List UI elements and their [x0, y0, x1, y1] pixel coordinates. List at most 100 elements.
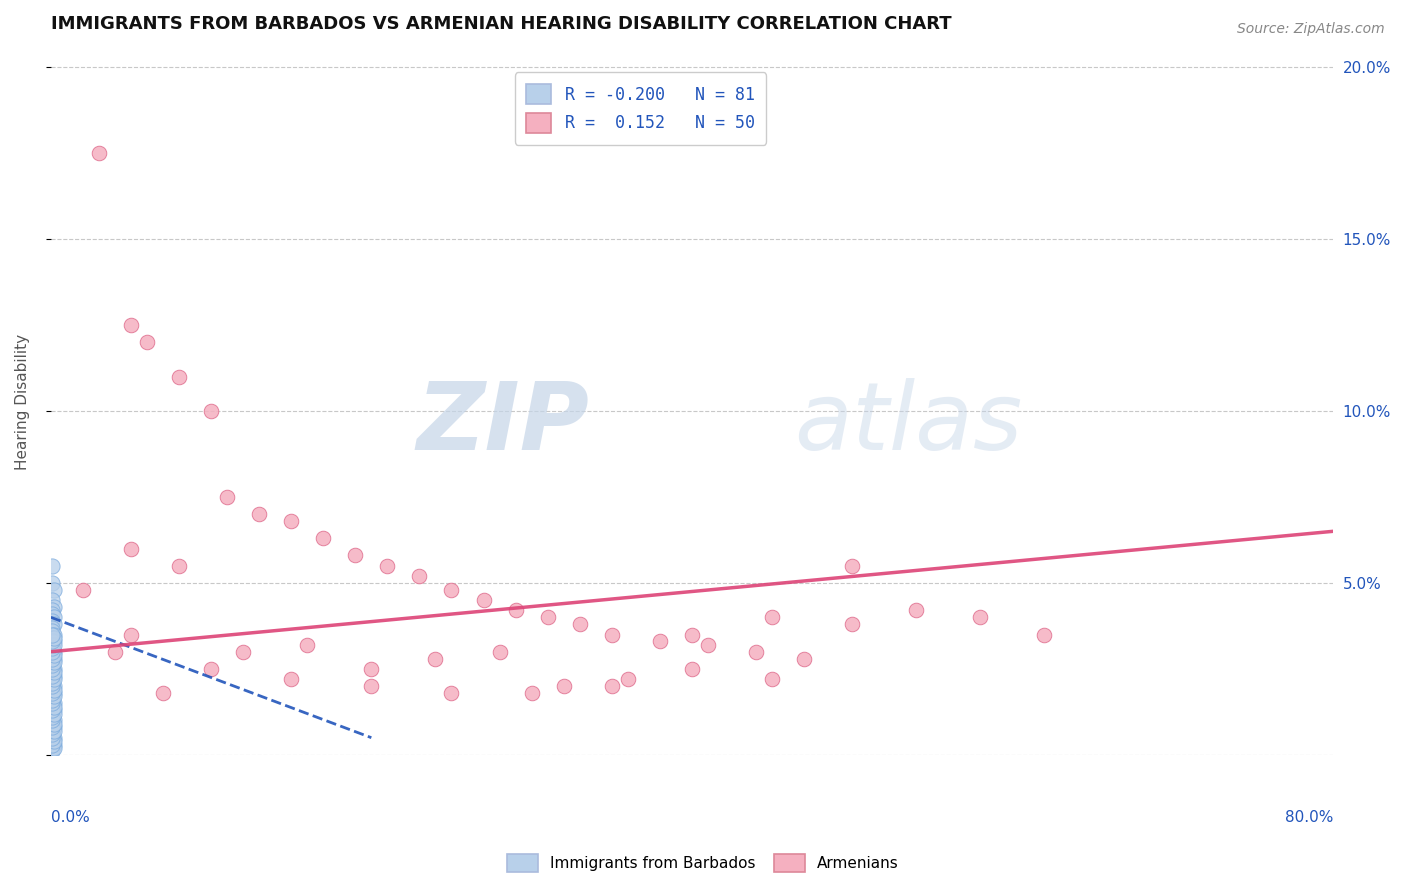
Point: [42, 631, 65, 645]
Point: [72, 582, 94, 597]
Point: [41, 710, 63, 724]
Text: ZIP: ZIP: [416, 377, 589, 469]
Point: [41, 603, 63, 617]
Point: [520, 686, 543, 700]
Point: [969, 610, 991, 624]
Point: [232, 645, 254, 659]
Point: [41, 669, 63, 683]
Point: [42, 717, 65, 731]
Point: [120, 318, 142, 332]
Point: [167, 558, 190, 573]
Point: [440, 582, 463, 597]
Point: [41, 696, 63, 710]
Point: [41, 690, 63, 704]
Point: [42, 714, 65, 728]
Point: [41, 720, 63, 734]
Point: [841, 558, 863, 573]
Point: [793, 651, 815, 665]
Point: [41, 558, 63, 573]
Point: [536, 610, 558, 624]
Point: [41, 648, 63, 662]
Point: [280, 514, 302, 528]
Text: IMMIGRANTS FROM BARBADOS VS ARMENIAN HEARING DISABILITY CORRELATION CHART: IMMIGRANTS FROM BARBADOS VS ARMENIAN HEA…: [51, 15, 952, 33]
Point: [41, 621, 63, 635]
Point: [42, 741, 65, 756]
Point: [41, 727, 63, 741]
Point: [41, 662, 63, 676]
Point: [761, 672, 783, 686]
Point: [42, 723, 65, 738]
Point: [41, 723, 63, 738]
Point: [648, 634, 671, 648]
Point: [41, 699, 63, 714]
Point: [42, 617, 65, 632]
Point: [297, 638, 319, 652]
Point: [41, 645, 63, 659]
Point: [42, 627, 65, 641]
Point: [681, 627, 703, 641]
Point: [41, 744, 63, 758]
Point: [425, 651, 447, 665]
Point: [42, 599, 65, 614]
Point: [41, 593, 63, 607]
Point: [152, 686, 174, 700]
Point: [42, 682, 65, 697]
Point: [42, 699, 65, 714]
Point: [42, 655, 65, 669]
Point: [1033, 627, 1056, 641]
Point: [41, 710, 63, 724]
Point: [104, 645, 127, 659]
Point: [41, 672, 63, 686]
Point: [600, 627, 623, 641]
Point: [42, 645, 65, 659]
Point: [41, 675, 63, 690]
Point: [247, 507, 270, 521]
Point: [200, 404, 222, 418]
Point: [120, 541, 142, 556]
Point: [41, 738, 63, 752]
Point: [41, 638, 63, 652]
Point: [42, 672, 65, 686]
Text: 0.0%: 0.0%: [51, 810, 90, 825]
Text: atlas: atlas: [794, 378, 1022, 469]
Point: [42, 665, 65, 680]
Point: [42, 731, 65, 745]
Point: [41, 693, 63, 707]
Point: [553, 679, 575, 693]
Point: [42, 686, 65, 700]
Point: [905, 603, 928, 617]
Point: [42, 690, 65, 704]
Point: [41, 641, 63, 656]
Point: [217, 490, 239, 504]
Y-axis label: Hearing Disability: Hearing Disability: [15, 334, 30, 470]
Point: [200, 662, 222, 676]
Point: [360, 662, 382, 676]
Point: [41, 614, 63, 628]
Legend: R = -0.200   N = 81, R =  0.152   N = 50: R = -0.200 N = 81, R = 0.152 N = 50: [515, 72, 766, 145]
Point: [42, 720, 65, 734]
Point: [408, 569, 430, 583]
Point: [472, 593, 495, 607]
Point: [41, 631, 63, 645]
Point: [41, 607, 63, 621]
Point: [761, 610, 783, 624]
Point: [41, 651, 63, 665]
Point: [41, 634, 63, 648]
Point: [696, 638, 718, 652]
Point: [42, 706, 65, 721]
Point: [41, 734, 63, 748]
Point: [280, 672, 302, 686]
Point: [42, 662, 65, 676]
Point: [42, 648, 65, 662]
Point: [344, 549, 367, 563]
Point: [41, 731, 63, 745]
Point: [41, 693, 63, 707]
Point: [41, 575, 63, 590]
Point: [41, 703, 63, 717]
Point: [41, 714, 63, 728]
Point: [41, 686, 63, 700]
Point: [488, 645, 510, 659]
Point: [681, 662, 703, 676]
Point: [87, 146, 110, 161]
Point: [41, 641, 63, 656]
